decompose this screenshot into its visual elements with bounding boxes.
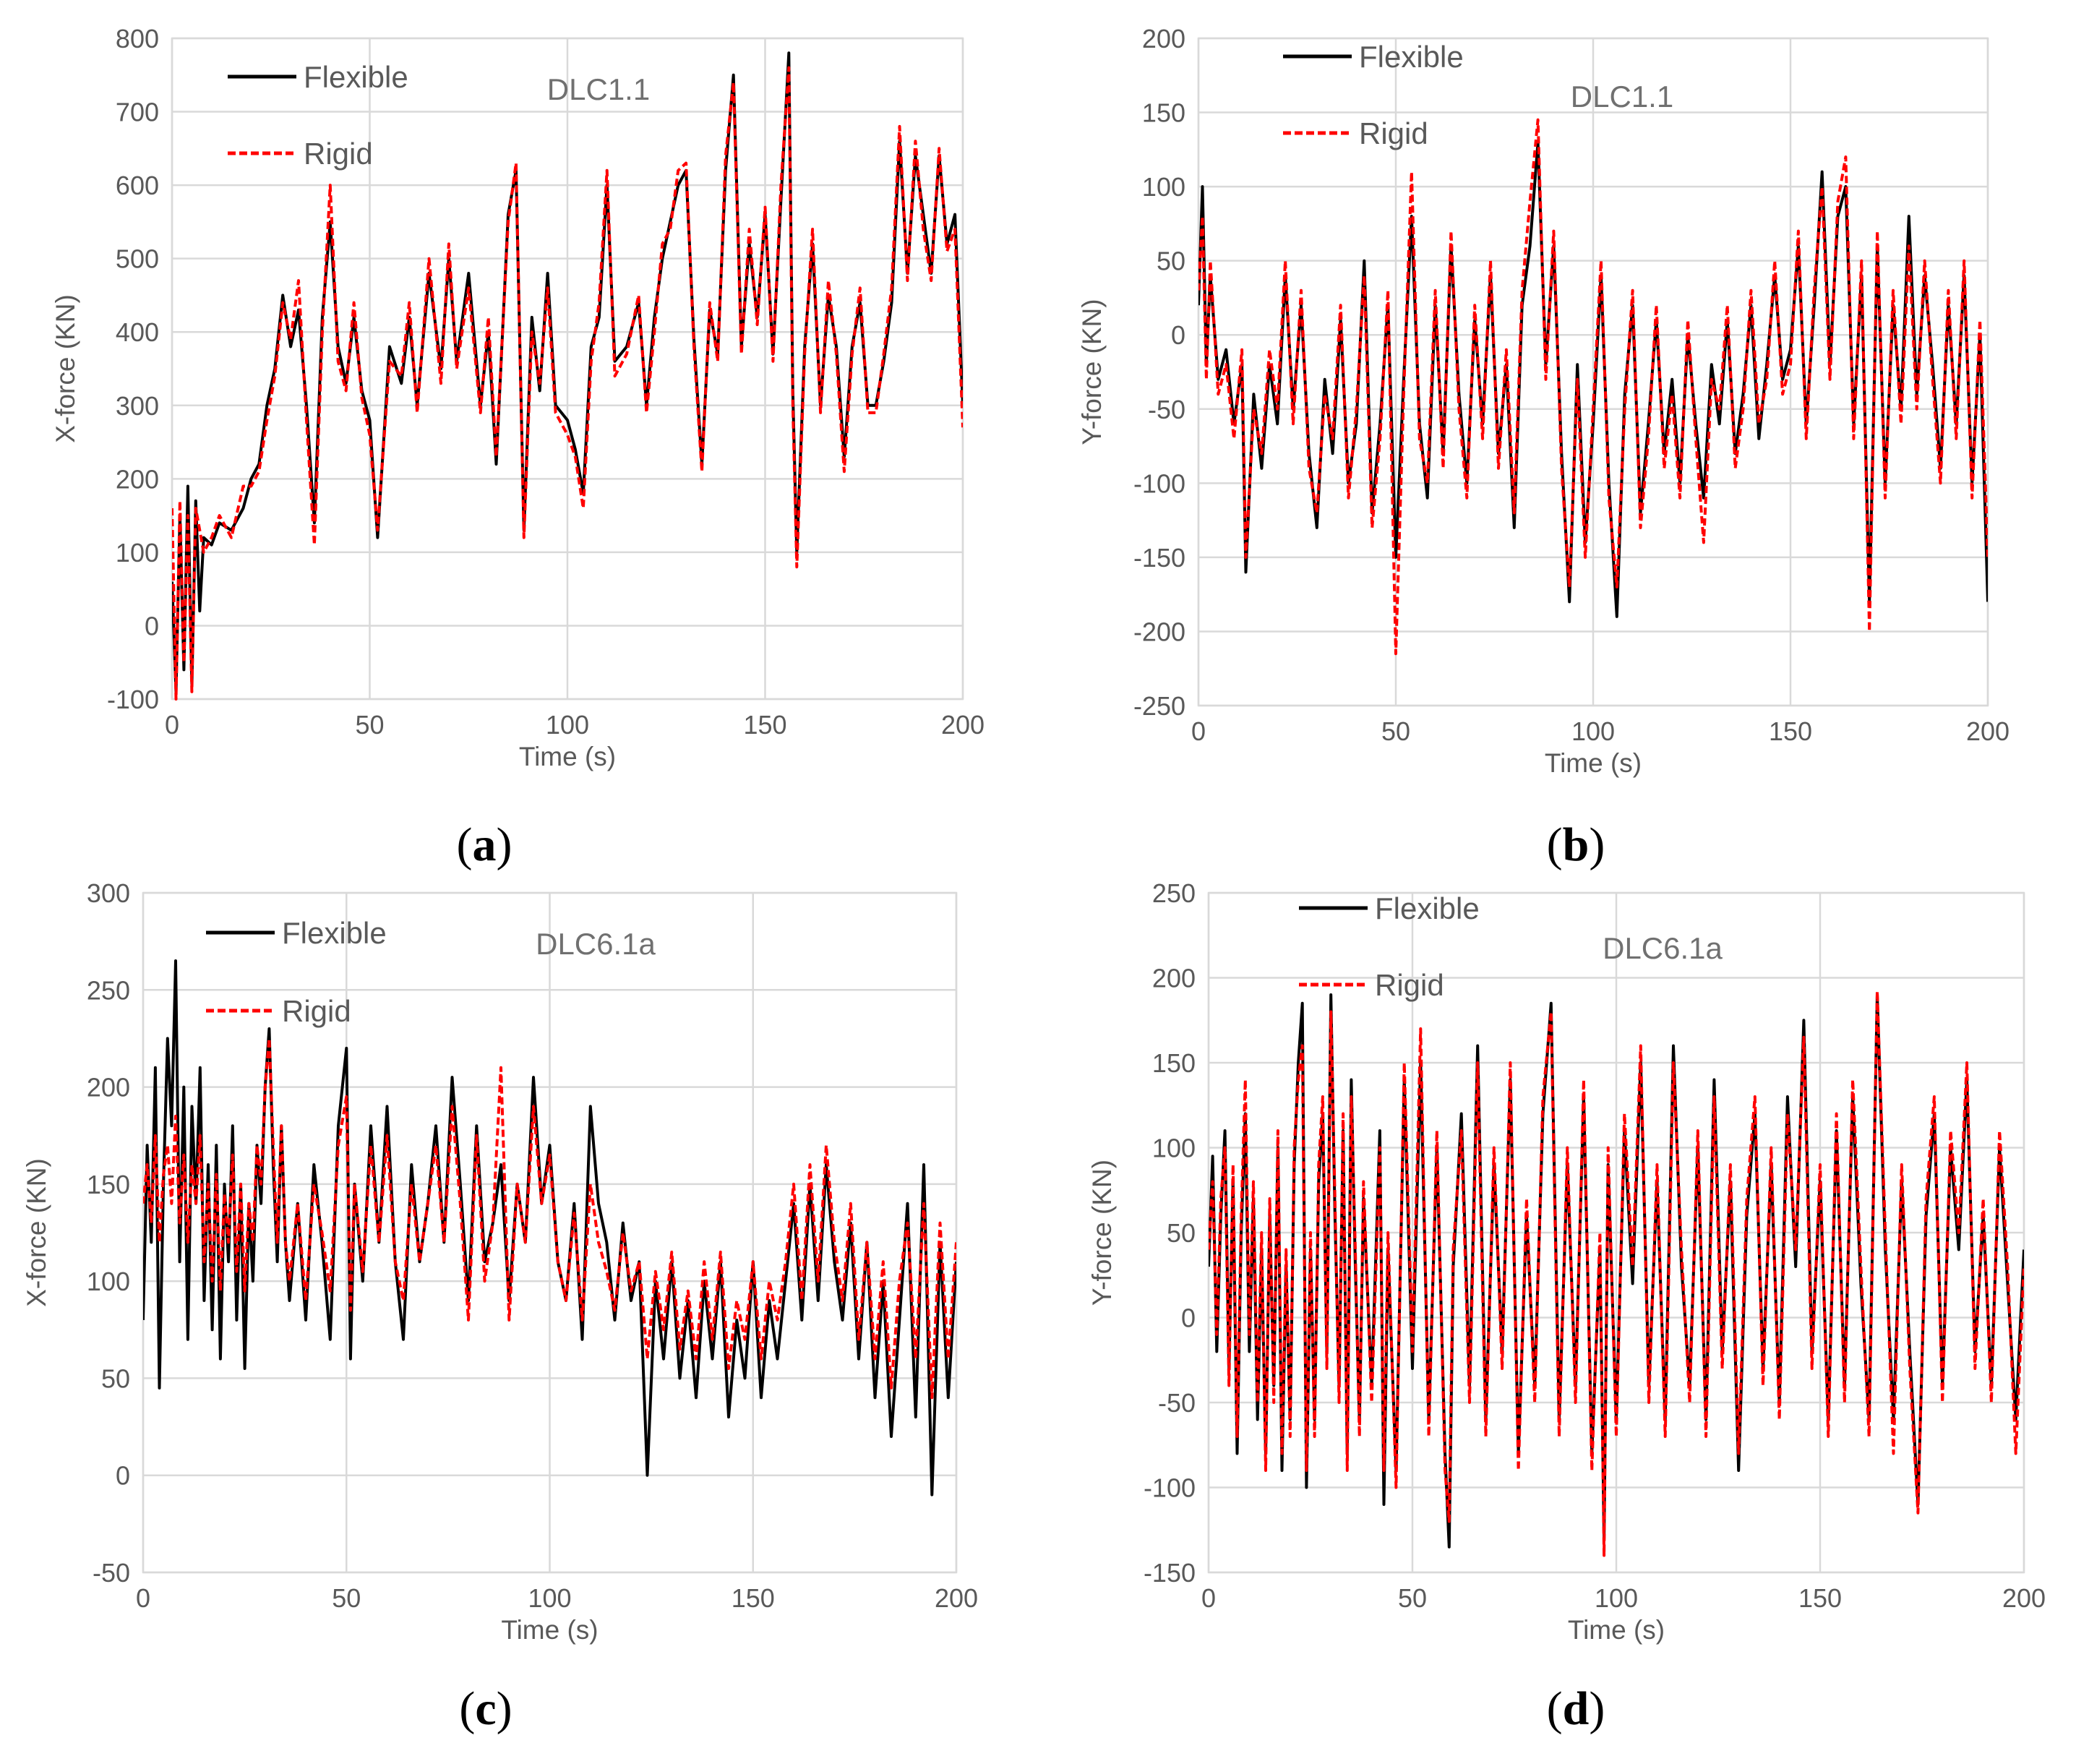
series-line-rigid xyxy=(1198,118,1988,656)
chart-annotation: DLC6.1a xyxy=(536,927,656,961)
y-tick-label: 250 xyxy=(1152,878,1196,908)
legend-label-flexible: Flexible xyxy=(282,916,387,950)
y-tick-label: -250 xyxy=(1133,691,1185,721)
x-tick-label: 0 xyxy=(136,1583,150,1613)
x-tick-label: 100 xyxy=(1571,716,1615,746)
y-tick-label: 0 xyxy=(116,1461,130,1491)
y-tick-label: 100 xyxy=(1152,1134,1196,1163)
x-tick-label: 100 xyxy=(546,710,589,740)
y-tick-label: 100 xyxy=(116,538,159,568)
y-axis-title: X-force (KN) xyxy=(51,294,80,443)
panel-caption-letter: c xyxy=(475,1682,496,1735)
x-tick-label: 200 xyxy=(935,1583,978,1613)
y-tick-label: 0 xyxy=(145,611,159,641)
x-tick-label: 200 xyxy=(941,710,985,740)
x-axis-title: Time (s) xyxy=(519,742,616,771)
legend-label-flexible: Flexible xyxy=(304,60,408,94)
chart-annotation: DLC1.1 xyxy=(547,72,650,106)
x-tick-label: 0 xyxy=(1201,1583,1216,1613)
y-tick-label: -100 xyxy=(1133,468,1185,498)
x-tick-label: 200 xyxy=(1966,716,2009,746)
x-tick-label: 150 xyxy=(1798,1583,1842,1613)
x-tick-label: 50 xyxy=(332,1583,361,1613)
chart-b: -250 -200 -150 -100 -50 0 50 100 150 200 0 50 100 150… xyxy=(1077,24,2009,871)
x-axis-title: Time (s) xyxy=(1545,748,1642,778)
panel-caption-letter: d xyxy=(1563,1682,1590,1735)
panel-caption: (a) xyxy=(457,818,512,871)
y-tick-label: 200 xyxy=(87,1073,130,1102)
y-tick-label: -50 xyxy=(1148,395,1185,424)
y-tick-label: 300 xyxy=(116,391,159,421)
legend-label-rigid: Rigid xyxy=(1375,968,1444,1002)
y-tick-label: 250 xyxy=(87,975,130,1005)
x-tick-label: 50 xyxy=(1381,716,1410,746)
y-tick-label: 150 xyxy=(1142,98,1185,128)
legend-label-rigid: Rigid xyxy=(282,994,351,1028)
y-tick-label: 300 xyxy=(87,878,130,908)
x-tick-label: 150 xyxy=(1769,716,1812,746)
y-tick-label: -100 xyxy=(1144,1473,1196,1503)
x-tick-label: 150 xyxy=(743,710,786,740)
x-tick-label: 0 xyxy=(1191,716,1206,746)
x-tick-label: 150 xyxy=(732,1583,775,1613)
y-tick-label: 100 xyxy=(87,1267,130,1296)
panel-caption-letter: b xyxy=(1563,818,1590,871)
x-tick-label: 0 xyxy=(165,710,179,740)
panel-caption: (d) xyxy=(1547,1682,1605,1735)
series-line-rigid xyxy=(143,1037,956,1400)
y-tick-label: 150 xyxy=(1152,1048,1196,1078)
y-tick-label: 600 xyxy=(116,171,159,200)
x-tick-label: 100 xyxy=(1595,1583,1638,1613)
y-tick-label: 200 xyxy=(1152,964,1196,993)
y-axis-title: Y-force (KN) xyxy=(1077,299,1107,445)
x-tick-label: 50 xyxy=(1398,1583,1427,1613)
y-tick-label: -100 xyxy=(107,685,159,714)
y-tick-label: -200 xyxy=(1133,617,1185,646)
chart-annotation: DLC6.1a xyxy=(1603,931,1723,965)
y-tick-label: 150 xyxy=(87,1170,130,1199)
y-tick-label: 400 xyxy=(116,317,159,347)
plot-area xyxy=(142,891,958,1574)
y-tick-label: 700 xyxy=(116,98,159,127)
legend-label-flexible: Flexible xyxy=(1359,40,1464,74)
y-tick-label: -150 xyxy=(1144,1558,1196,1588)
legend-label-rigid: Rigid xyxy=(1359,116,1428,150)
y-tick-label: 0 xyxy=(1171,320,1185,350)
x-axis-title: Time (s) xyxy=(1568,1615,1665,1645)
panel-caption: (b) xyxy=(1547,818,1605,871)
x-tick-label: 50 xyxy=(355,710,384,740)
y-tick-label: 100 xyxy=(1142,172,1185,202)
panel-caption-letter: a xyxy=(473,818,497,871)
y-tick-label: 800 xyxy=(116,24,159,53)
y-tick-label: 200 xyxy=(116,464,159,494)
y-tick-label: 50 xyxy=(1157,247,1185,276)
y-tick-label: -150 xyxy=(1133,543,1185,573)
chart-d: -150 -100 -50 0 50 100 150 200 250 0 50 100 150 200 Ti… xyxy=(1087,878,2046,1735)
y-tick-label: 200 xyxy=(1142,24,1185,53)
y-axis-title: X-force (KN) xyxy=(22,1158,51,1307)
legend-label-flexible: Flexible xyxy=(1375,891,1480,925)
x-axis-title: Time (s) xyxy=(501,1615,598,1645)
x-tick-label: 200 xyxy=(2002,1583,2046,1613)
y-tick-label: -50 xyxy=(1158,1388,1196,1418)
series-line-rigid xyxy=(1209,990,2024,1557)
y-tick-label: -50 xyxy=(93,1558,130,1588)
plot-area xyxy=(1197,37,1989,707)
chart-annotation: DLC1.1 xyxy=(1571,80,1673,114)
y-tick-label: 50 xyxy=(101,1363,130,1393)
y-tick-label: 500 xyxy=(116,244,159,274)
series-line-rigid xyxy=(172,66,963,701)
y-tick-label: 50 xyxy=(1167,1218,1196,1248)
y-axis-title: Y-force (KN) xyxy=(1087,1160,1117,1306)
legend-label-rigid: Rigid xyxy=(304,137,373,171)
plot-area xyxy=(171,37,964,701)
panel-caption: (c) xyxy=(459,1682,512,1735)
y-tick-label: 0 xyxy=(1181,1303,1196,1333)
x-tick-label: 100 xyxy=(528,1583,571,1613)
